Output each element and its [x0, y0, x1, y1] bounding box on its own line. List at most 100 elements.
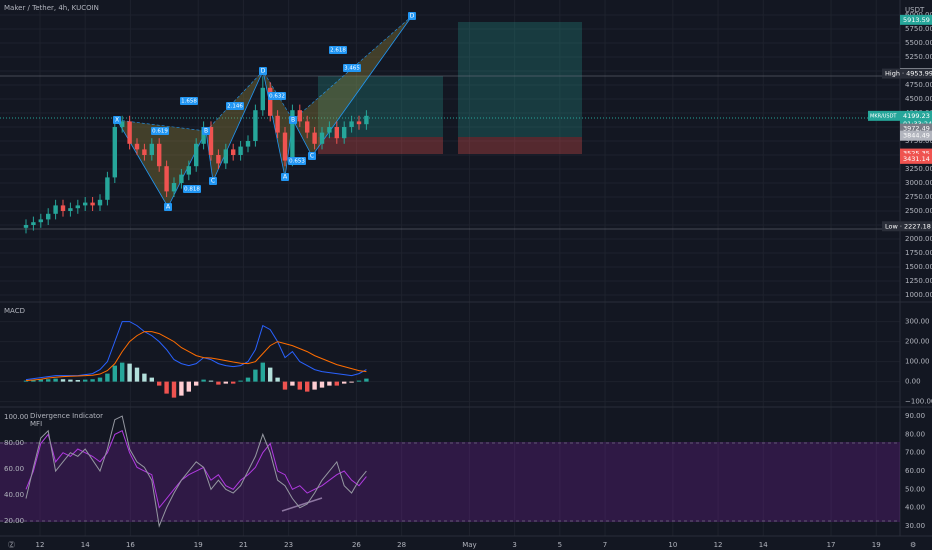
ratio-label: 2.618 — [330, 48, 346, 54]
x-tick-label: 19 — [872, 541, 881, 549]
histogram-bar — [112, 365, 117, 382]
pattern-point-bg — [281, 173, 289, 181]
y-tick-label: 4500.00 — [905, 95, 932, 103]
histogram-bar — [105, 373, 110, 382]
currency: USDT — [905, 6, 925, 14]
pattern-point-bg — [209, 177, 217, 185]
pattern-point-bg — [408, 12, 416, 20]
candle-body — [112, 126, 117, 178]
y-tick-label: 1500.00 — [905, 263, 932, 271]
candle-body — [23, 224, 29, 228]
histogram-bar — [60, 379, 66, 382]
divergence-line — [281, 497, 323, 512]
candle-body — [127, 121, 132, 144]
y-tick-label: 5500.00 — [905, 39, 932, 47]
x-tick-label: 23 — [284, 541, 293, 549]
x-tick-label: 17 — [827, 541, 836, 549]
histogram-bar — [260, 362, 265, 382]
histogram-bar — [75, 380, 80, 382]
candle-body — [290, 110, 295, 161]
candle-body — [305, 121, 310, 133]
histogram-bar — [216, 381, 221, 385]
x-tick-label: 19 — [194, 541, 203, 549]
histogram-bar — [134, 367, 140, 382]
price-badge-label: 3525.35 — [903, 150, 930, 158]
y-tick-label: 100.00 — [905, 358, 930, 366]
candle-body — [171, 182, 177, 192]
ratio-bg — [288, 157, 306, 165]
ratio-bg — [329, 46, 347, 54]
y-tick-label: 80.00 — [905, 430, 925, 438]
histogram-bar — [297, 381, 302, 390]
y-tick-label: 1000.00 — [905, 291, 932, 299]
histogram-bar — [83, 379, 88, 382]
y-tick-label: 5250.00 — [905, 53, 932, 61]
x-tick-label: 21 — [239, 541, 248, 549]
mfi-subtitle: MFI — [30, 420, 42, 428]
ratio-bg — [180, 97, 198, 105]
candle-body — [349, 121, 354, 127]
mfi-band — [0, 442, 900, 522]
pattern-point: A — [283, 174, 288, 181]
ratio-label: 0.619 — [152, 129, 168, 135]
y-tick-label: 30.00 — [905, 522, 925, 530]
pattern-fill — [117, 120, 206, 207]
candle-body — [31, 222, 36, 225]
pattern-fill — [206, 71, 263, 181]
mfi-line — [25, 415, 367, 528]
candle-body — [186, 166, 191, 175]
pattern-point: B — [291, 117, 295, 124]
y-tick-label: 200.00 — [905, 338, 930, 346]
price-badge — [900, 130, 932, 141]
y2-tick-label: 20.00 — [4, 517, 24, 525]
histogram-bar — [349, 381, 354, 383]
price-badge — [882, 68, 932, 79]
price-badge — [900, 123, 932, 134]
histogram-bar — [282, 381, 288, 390]
macd-line — [25, 321, 367, 381]
ratio-bg — [268, 92, 286, 100]
pattern-point: A — [166, 204, 171, 211]
ratio-bg — [151, 127, 169, 135]
histogram-bar — [356, 380, 362, 382]
histogram-bar — [142, 373, 147, 382]
ratio-label: 0.818 — [184, 187, 200, 193]
histogram-bar — [201, 379, 206, 382]
candle-body — [68, 208, 73, 211]
x-tick-label: 12 — [36, 541, 45, 549]
pattern-point: C — [211, 178, 215, 185]
mfi-title: Divergence Indicator — [30, 412, 103, 420]
candle-body — [342, 126, 347, 139]
price-badge-label: 3972.49 — [903, 125, 930, 133]
ratio-bg — [226, 102, 244, 110]
candle-body — [90, 202, 95, 206]
price-badge — [900, 14, 932, 25]
candle-body — [38, 219, 43, 223]
histogram-bar — [157, 381, 162, 386]
x-tick-label: 14 — [759, 541, 768, 549]
candle-body — [60, 205, 66, 211]
histogram-bar — [238, 380, 243, 382]
candle-body — [253, 110, 258, 141]
x-tick-label: 7 — [603, 541, 607, 549]
pattern-point-bg — [164, 203, 172, 211]
y-tick-label: 0.00 — [905, 378, 921, 386]
price-badge-label: 4199.23 — [903, 112, 930, 120]
candle-body — [105, 177, 110, 200]
candle-body — [201, 126, 206, 144]
pattern-point-bg — [289, 116, 297, 124]
histogram-bar — [171, 381, 177, 398]
candle-body — [245, 140, 251, 147]
candle-body — [319, 132, 325, 144]
y-tick-label: 2500.00 — [905, 207, 932, 215]
ratio-label: 0.632 — [269, 94, 285, 100]
long-stop — [458, 137, 582, 154]
price-badge-label: 3431.14 — [903, 155, 930, 163]
histogram-bar — [179, 381, 184, 396]
icon: ⚙ — [910, 541, 916, 549]
histogram-bar — [319, 381, 325, 388]
badge-name-bg — [868, 110, 900, 121]
price-badge-label: 3844.49 — [903, 132, 930, 140]
histogram-bar — [120, 362, 125, 382]
grid — [0, 0, 900, 536]
